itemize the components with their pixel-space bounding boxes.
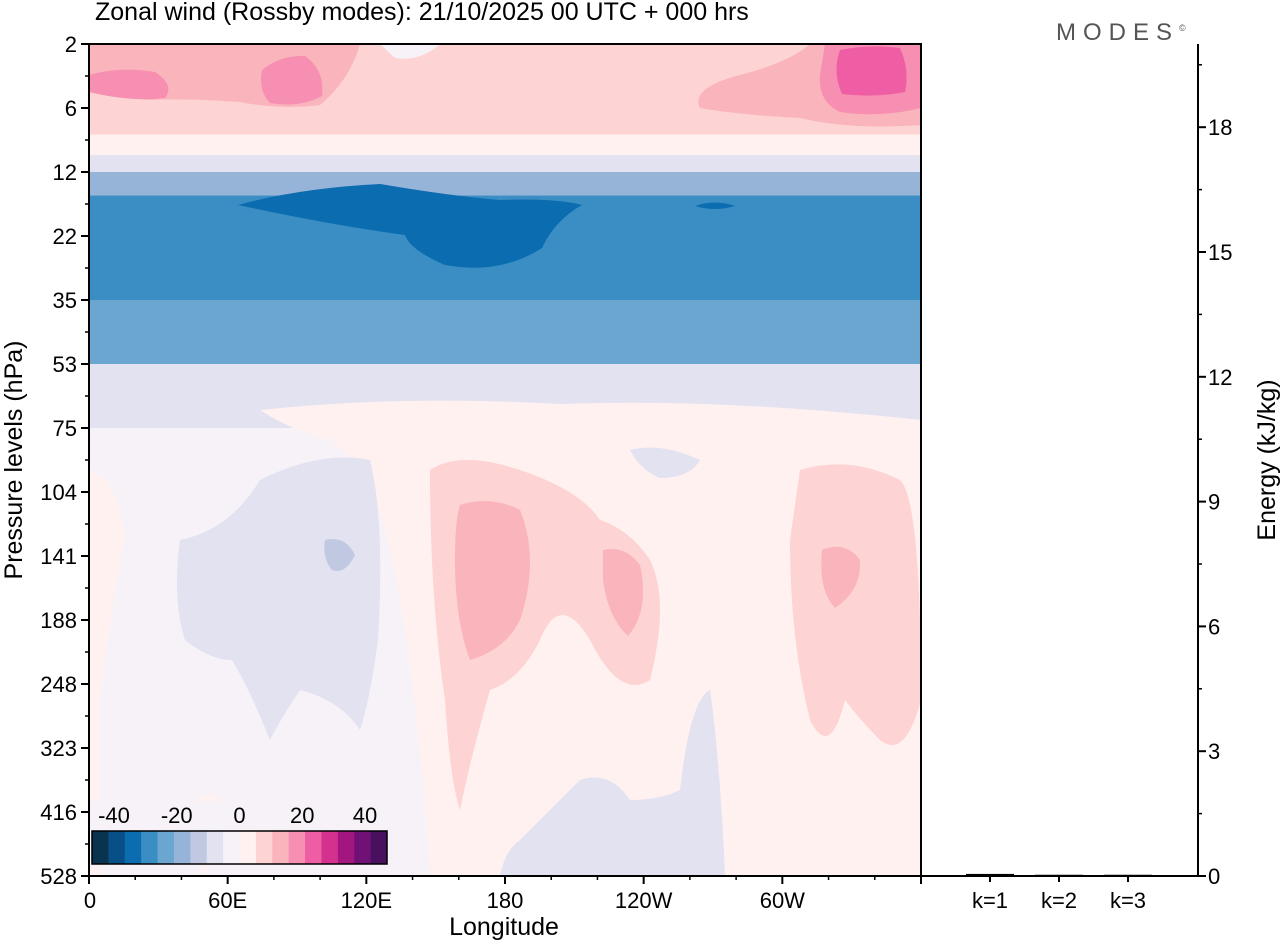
y-tick-label: 528 xyxy=(40,864,77,889)
colorbar-label: -20 xyxy=(161,803,193,828)
colorbar-swatch xyxy=(108,831,126,864)
colorbar-swatch xyxy=(321,831,339,864)
contour-patch xyxy=(89,44,921,115)
contour-patch xyxy=(836,46,907,96)
energy-bar xyxy=(1104,874,1152,877)
y-tick-label: 22 xyxy=(53,224,77,249)
colorbar-swatch xyxy=(239,831,257,864)
wind-band xyxy=(89,155,921,173)
colorbar-swatch xyxy=(255,831,273,864)
colorbar-swatch xyxy=(272,831,290,864)
chart-title: Zonal wind (Rossby modes): 21/10/2025 00… xyxy=(95,0,749,26)
colorbar-swatch xyxy=(206,831,224,864)
wind-band xyxy=(89,172,921,197)
y-tick-label: 104 xyxy=(40,480,77,505)
wind-band xyxy=(89,300,921,365)
colorbar-swatch xyxy=(337,831,355,864)
brand-text: MODES xyxy=(1056,19,1180,46)
contour-patch xyxy=(324,539,355,571)
colorbar-swatch xyxy=(305,831,322,864)
contour-patch xyxy=(238,184,735,268)
x-tick-label: 120E xyxy=(341,888,392,913)
heatmap-plot xyxy=(89,44,921,876)
y-tick-label: 53 xyxy=(53,352,77,377)
energy-tick-label: 15 xyxy=(1208,240,1232,265)
x-tick-label: 0 xyxy=(84,888,96,913)
y-tick-label: 6 xyxy=(65,96,77,121)
energy-bar xyxy=(966,873,1014,876)
energy-tick-label: 18 xyxy=(1208,115,1232,140)
colorbar-label: -40 xyxy=(98,803,130,828)
colorbar-label: 40 xyxy=(353,803,377,828)
energy-tick-label: 3 xyxy=(1208,739,1220,764)
colorbar-swatch xyxy=(92,831,109,864)
colorbar-frame xyxy=(91,830,388,865)
energy-tick-label: 12 xyxy=(1208,365,1232,390)
colorbar-swatch xyxy=(173,831,191,864)
x-axis-label: Longitude xyxy=(449,913,559,941)
contour-patch xyxy=(430,460,921,810)
energy-bar xyxy=(1035,874,1083,877)
y-tick-label: 323 xyxy=(40,736,77,761)
copyright-mark: © xyxy=(1179,23,1186,33)
colorbar-label: 0 xyxy=(233,803,245,828)
colorbar-swatch xyxy=(190,831,208,864)
energy-panel: 0 3 6 9 12 15 18 k=1 k=2 k=3 Energy (kJ/kg) xyxy=(921,44,1280,913)
contour-patch xyxy=(380,44,440,59)
y-tick-label: 248 xyxy=(40,672,77,697)
y-tick-label: 12 xyxy=(53,160,77,185)
x-tick-label: 60W xyxy=(760,888,805,913)
energy-category-label: k=3 xyxy=(1110,888,1146,913)
y-tick-label: 75 xyxy=(53,416,77,441)
wind-band xyxy=(89,134,921,157)
colorbar-swatch xyxy=(157,831,175,864)
colorbar-swatch xyxy=(288,831,306,864)
colorbar-swatch xyxy=(141,831,159,864)
y-tick-label: 35 xyxy=(53,288,77,313)
x-tick-label: 60E xyxy=(208,888,247,913)
energy-tick-label: 0 xyxy=(1208,864,1220,889)
contour-patch xyxy=(455,501,861,660)
colorbar-swatch xyxy=(370,831,388,864)
colorbar-swatch xyxy=(124,831,142,864)
pressure-axis: 2 6 12 22 35 53 75 104 141 188 248 323 416 528 xyxy=(40,32,89,889)
y-axis-label: Pressure levels (hPa) xyxy=(0,341,28,580)
colorbar: -40 -20 0 20 40 xyxy=(90,801,391,867)
colorbar-swatch xyxy=(223,831,240,864)
colorbar-label: 20 xyxy=(290,803,314,828)
y-tick-label: 2 xyxy=(65,32,77,57)
x-tick-label: 120W xyxy=(615,888,673,913)
contour-patch xyxy=(176,447,725,876)
longitude-axis: 0 60E 120E 180 120W 60W xyxy=(84,876,922,913)
y-tick-label: 141 xyxy=(40,544,77,569)
energy-axis-label: Energy (kJ/kg) xyxy=(1253,379,1280,540)
x-tick-label: 180 xyxy=(487,888,524,913)
energy-axis: 0 3 6 9 12 15 18 xyxy=(1198,64,1232,889)
modes-logo: MODES© xyxy=(1056,19,1186,47)
y-tick-label: 416 xyxy=(40,800,77,825)
colorbar-swatch xyxy=(354,831,372,864)
energy-tick-label: 9 xyxy=(1208,490,1220,515)
energy-bars: k=1 k=2 k=3 xyxy=(966,873,1152,913)
energy-tick-label: 6 xyxy=(1208,614,1220,639)
energy-category-label: k=1 xyxy=(972,888,1008,913)
y-tick-label: 188 xyxy=(40,608,77,633)
energy-category-label: k=2 xyxy=(1041,888,1077,913)
